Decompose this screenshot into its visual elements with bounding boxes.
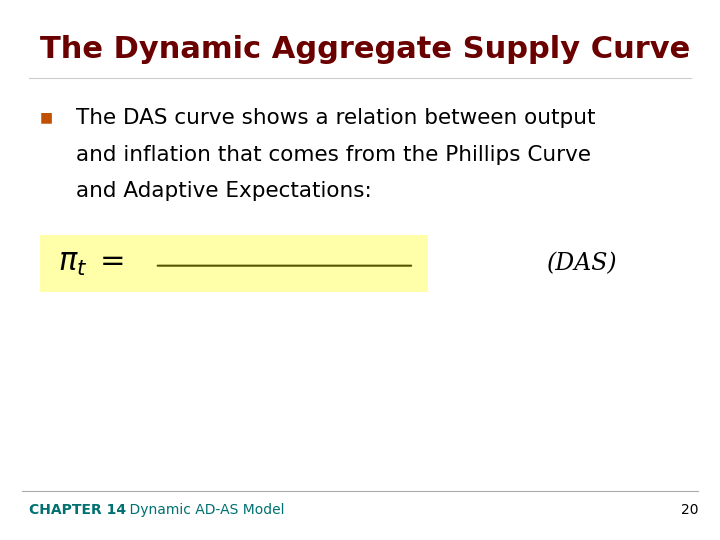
Text: 20: 20 bbox=[681, 503, 698, 517]
Text: and Adaptive Expectations:: and Adaptive Expectations: bbox=[76, 181, 372, 201]
Text: The DAS curve shows a relation between output: The DAS curve shows a relation between o… bbox=[76, 108, 595, 128]
Text: and inflation that comes from the Phillips Curve: and inflation that comes from the Philli… bbox=[76, 145, 590, 165]
Text: The Dynamic Aggregate Supply Curve: The Dynamic Aggregate Supply Curve bbox=[40, 35, 690, 64]
Text: ■: ■ bbox=[40, 111, 53, 125]
Text: $\pi_t\;=$: $\pi_t\;=$ bbox=[58, 249, 124, 278]
Text: CHAPTER 14: CHAPTER 14 bbox=[29, 503, 126, 517]
Text: (DAS): (DAS) bbox=[547, 252, 618, 275]
FancyBboxPatch shape bbox=[40, 235, 428, 292]
Text: Dynamic AD-AS Model: Dynamic AD-AS Model bbox=[112, 503, 284, 517]
